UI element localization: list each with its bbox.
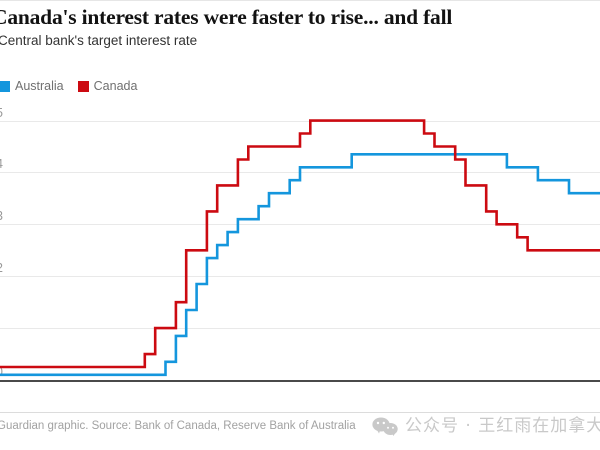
y-tick-label-4: 4 — [0, 158, 3, 171]
y-tick-label-3: 3 — [0, 210, 3, 223]
legend-label-australia: Australia — [15, 79, 64, 93]
legend-swatch-australia — [0, 80, 10, 92]
chart-legend: Australia Canada — [0, 80, 151, 92]
legend-swatch-canada — [77, 80, 89, 92]
gridline-5 — [0, 121, 600, 122]
gridline-1 — [0, 328, 600, 329]
top-divider — [0, 0, 600, 1]
plot-area: 02345 Jan '21Jan '22Jan '23Jan '24Jan '2… — [0, 105, 600, 385]
y-tick-label-0: 0 — [0, 366, 3, 379]
x-axis-line — [0, 380, 600, 382]
series-lines — [0, 119, 600, 377]
wechat-icon — [372, 417, 398, 436]
watermark-text: 公众号 · 王红雨在加拿大 — [405, 416, 600, 436]
legend-label-canada: Canada — [93, 79, 138, 93]
page-title: Canada's interest rates were faster to r… — [0, 5, 453, 29]
series-line-australia — [0, 153, 600, 377]
legend-item-canada[interactable]: Canada — [77, 79, 138, 93]
legend-item-australia[interactable]: Australia — [0, 80, 64, 92]
y-tick-label-5: 5 — [0, 107, 3, 120]
source-note: Guardian graphic. Source: Bank of Canada… — [0, 420, 356, 432]
chart-subtitle: Central bank's target interest rate — [0, 33, 198, 48]
wechat-watermark: 公众号 · 王红雨在加拿大 — [372, 416, 600, 436]
gridline-2 — [0, 276, 600, 277]
gridline-3 — [0, 224, 600, 225]
series-line-canada — [0, 119, 600, 369]
y-tick-label-2: 2 — [0, 262, 3, 275]
footer-divider — [0, 412, 600, 413]
